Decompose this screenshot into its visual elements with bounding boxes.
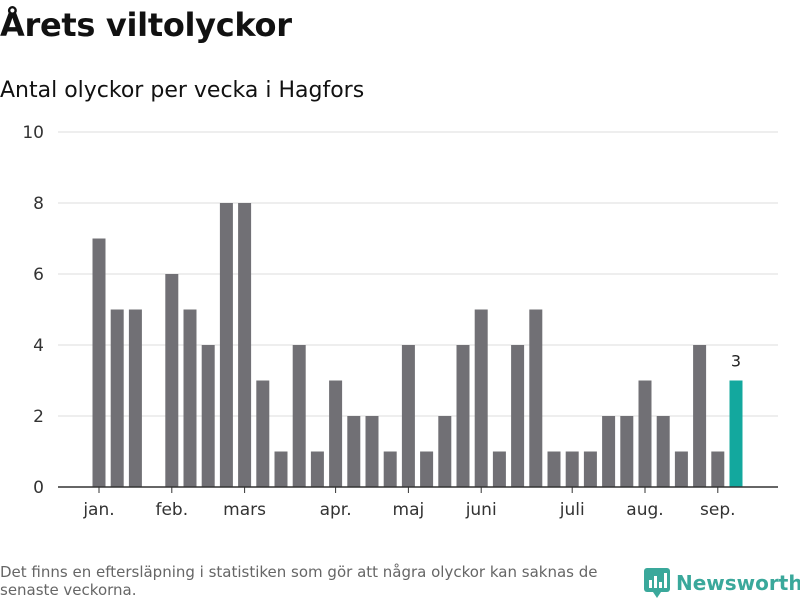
bar bbox=[274, 451, 288, 487]
y-tick-label: 4 bbox=[33, 336, 44, 356]
bar bbox=[529, 309, 543, 487]
chart-title: Årets viltolyckor bbox=[0, 6, 292, 44]
bar bbox=[693, 345, 707, 487]
y-tick-label: 2 bbox=[33, 407, 44, 427]
bar bbox=[401, 345, 415, 487]
bar bbox=[256, 380, 270, 487]
bar bbox=[456, 345, 470, 487]
x-tick-label: sep. bbox=[700, 500, 736, 520]
bar bbox=[292, 345, 306, 487]
bar bbox=[602, 416, 616, 487]
bar bbox=[638, 380, 652, 487]
bar bbox=[492, 451, 506, 487]
bar bbox=[711, 451, 725, 487]
x-tick-label: apr. bbox=[320, 500, 352, 520]
x-tick-label: mars bbox=[223, 500, 266, 520]
data-label: 3 bbox=[731, 352, 741, 371]
bar bbox=[219, 203, 233, 487]
bar bbox=[474, 309, 488, 487]
bar bbox=[238, 203, 252, 487]
footnote: Det finns en eftersläpning i statistiken… bbox=[0, 563, 598, 599]
bar bbox=[310, 451, 324, 487]
bar bbox=[420, 451, 434, 487]
bar bbox=[365, 416, 379, 487]
bar bbox=[110, 309, 124, 487]
x-tick-label: maj bbox=[393, 500, 425, 520]
bar-highlight bbox=[729, 380, 743, 487]
y-tick-label: 10 bbox=[22, 123, 44, 143]
bar-chart: 0 2 4 6 8 10 3 jan. feb. mars apr. maj juni juli aug… bbox=[22, 123, 778, 520]
x-tick-label: juni bbox=[465, 500, 497, 520]
bar bbox=[347, 416, 361, 487]
x-tick-label: jan. bbox=[82, 500, 114, 520]
y-axis-ticks: 0 2 4 6 8 10 bbox=[22, 123, 44, 498]
bars bbox=[92, 203, 743, 487]
x-tick-label: aug. bbox=[626, 500, 663, 520]
bar bbox=[92, 238, 106, 487]
x-axis-ticks: jan. feb. mars apr. maj juni juli aug. sep. bbox=[82, 487, 736, 520]
brand-name: Newsworthy bbox=[676, 571, 800, 595]
y-tick-label: 8 bbox=[33, 194, 44, 214]
bar bbox=[656, 416, 670, 487]
bar-chart-pin-icon bbox=[644, 568, 670, 598]
bar bbox=[565, 451, 579, 487]
chart-subtitle: Antal olyckor per vecka i Hagfors bbox=[0, 78, 365, 103]
y-tick-label: 6 bbox=[33, 265, 44, 285]
y-tick-label: 0 bbox=[33, 478, 44, 498]
x-tick-label: feb. bbox=[155, 500, 188, 520]
brand-logo: Newsworthy bbox=[644, 568, 800, 598]
bar bbox=[547, 451, 561, 487]
bar bbox=[383, 451, 397, 487]
bar bbox=[183, 309, 197, 487]
bar bbox=[165, 274, 179, 487]
x-tick-label: juli bbox=[559, 500, 585, 520]
bar bbox=[511, 345, 525, 487]
data-labels: 3 bbox=[731, 352, 741, 371]
bar bbox=[583, 451, 597, 487]
bar bbox=[620, 416, 634, 487]
bar bbox=[329, 380, 343, 487]
bar bbox=[674, 451, 688, 487]
bar bbox=[201, 345, 215, 487]
bar bbox=[438, 416, 452, 487]
bar bbox=[128, 309, 142, 487]
